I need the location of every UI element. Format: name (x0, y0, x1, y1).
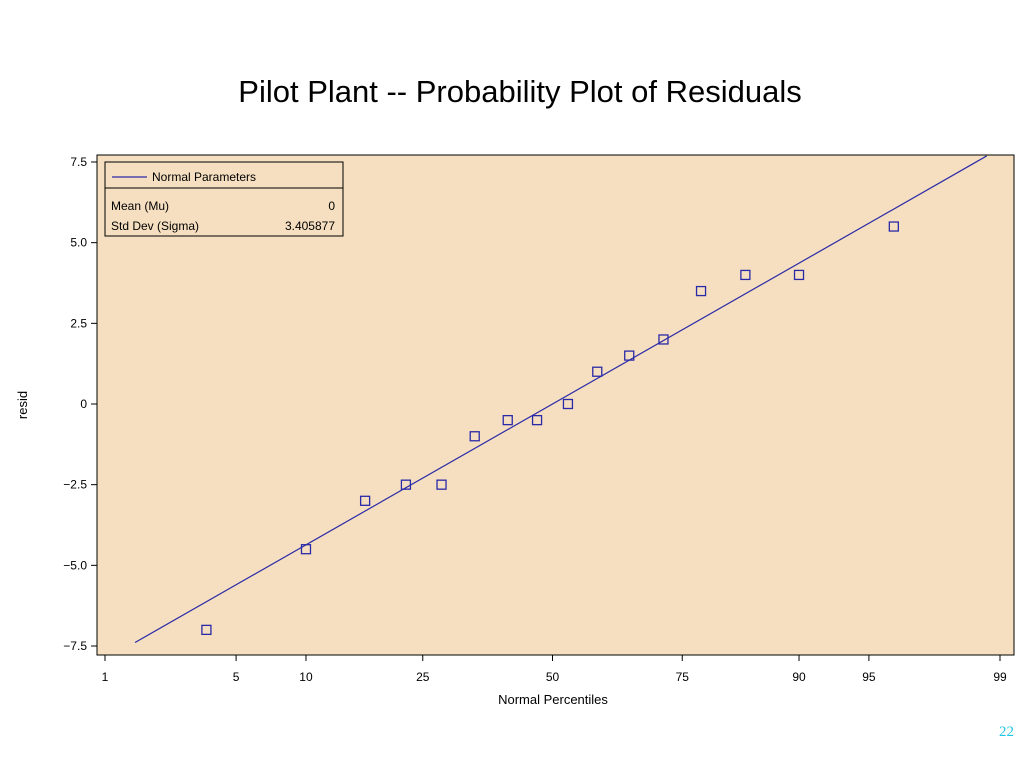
data-point-marker (359, 495, 371, 506)
data-point-marker (502, 414, 513, 426)
legend-stddev-label: Std Dev (Sigma) (111, 219, 199, 233)
normal-fit-line (134, 155, 987, 644)
legend-stddev-value: 3.405877 (285, 219, 335, 233)
x-axis-ticks: 1 5 10 25 50 75 90 95 99 (102, 655, 1007, 684)
fit-line-group (134, 155, 987, 644)
data-point-marker (592, 366, 603, 377)
legend-mean-value: 0 (328, 199, 335, 213)
y-axis-label: resid (15, 391, 30, 419)
data-point-marker (436, 479, 447, 490)
y-tick-label: 5.0 (70, 236, 87, 250)
y-tick-label: −7.5 (63, 639, 87, 653)
x-tick-label: 99 (993, 670, 1007, 684)
data-point-marker (695, 285, 707, 297)
x-tick-label: 5 (233, 670, 240, 684)
data-point-marker (624, 350, 635, 361)
data-point-marker (658, 334, 669, 345)
legend-box: Normal Parameters Mean (Mu) 0 Std Dev (S… (104, 161, 344, 237)
y-tick-label: 0 (80, 397, 87, 411)
legend-border (104, 161, 344, 237)
data-point-marker (740, 269, 751, 281)
data-point-marker (793, 269, 805, 281)
x-tick-label: 95 (862, 670, 876, 684)
x-tick-label: 25 (416, 670, 430, 684)
data-point-marker (562, 398, 574, 410)
data-points (201, 221, 899, 636)
x-tick-label: 1 (102, 670, 109, 684)
x-tick-label: 75 (676, 670, 690, 684)
x-tick-label: 10 (299, 670, 313, 684)
slide-title: Pilot Plant -- Probability Plot of Resid… (238, 74, 802, 109)
y-tick-label: 2.5 (70, 316, 87, 330)
legend-series-label: Normal Parameters (152, 170, 256, 184)
y-tick-label: 7.5 (70, 155, 87, 169)
page-number: 22 (999, 724, 1014, 740)
data-point-marker (888, 221, 899, 232)
x-axis-label: Normal Percentiles (498, 692, 608, 707)
x-tick-label: 50 (546, 670, 560, 684)
plot-area (96, 154, 1015, 656)
y-tick-label: −5.0 (63, 558, 87, 572)
y-axis-ticks: 7.5 5.0 2.5 0 −2.5 −5.0 −7.5 (63, 155, 97, 653)
data-point-marker (531, 414, 543, 426)
data-point-marker (400, 479, 412, 490)
legend-mean-label: Mean (Mu) (111, 199, 169, 213)
data-point-marker (469, 431, 480, 442)
x-tick-label: 90 (792, 670, 806, 684)
data-point-marker (300, 544, 312, 555)
y-tick-label: −2.5 (63, 478, 87, 492)
data-point-marker (201, 624, 212, 636)
